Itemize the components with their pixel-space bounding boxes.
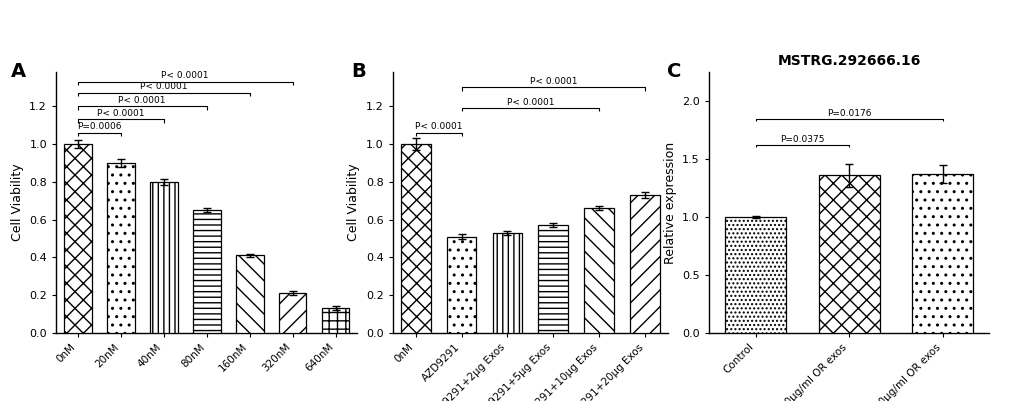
Text: P=0.0176: P=0.0176: [826, 109, 870, 117]
Bar: [584, 208, 613, 333]
Bar: [630, 195, 659, 333]
Bar: [107, 163, 135, 333]
Text: P< 0.0001: P< 0.0001: [97, 109, 144, 118]
Bar: [446, 237, 476, 333]
Bar: [400, 144, 430, 333]
Bar: [492, 233, 522, 333]
Text: P< 0.0001: P< 0.0001: [506, 97, 553, 107]
Bar: [235, 255, 263, 333]
Bar: [911, 174, 972, 333]
Text: P< 0.0001: P< 0.0001: [415, 122, 462, 131]
Bar: [321, 308, 350, 333]
Bar: [818, 175, 878, 333]
Text: A: A: [11, 62, 26, 81]
Bar: [150, 182, 177, 333]
Text: P=0.0006: P=0.0006: [76, 122, 121, 131]
Y-axis label: Relative expression: Relative expression: [663, 142, 676, 263]
Text: C: C: [666, 62, 681, 81]
Bar: [538, 225, 568, 333]
Text: P< 0.0001: P< 0.0001: [118, 96, 166, 105]
Text: B: B: [352, 62, 366, 81]
Bar: [278, 293, 306, 333]
Bar: [193, 210, 220, 333]
Bar: [725, 217, 786, 333]
Bar: [63, 144, 92, 333]
Text: P=0.0375: P=0.0375: [780, 135, 823, 144]
Text: P< 0.0001: P< 0.0001: [161, 71, 209, 80]
Title: MSTRG.292666.16: MSTRG.292666.16: [776, 54, 920, 68]
Text: P< 0.0001: P< 0.0001: [140, 83, 187, 91]
Y-axis label: Cell Viability: Cell Viability: [11, 164, 23, 241]
Text: P< 0.0001: P< 0.0001: [529, 77, 577, 86]
Y-axis label: Cell Viability: Cell Viability: [347, 164, 360, 241]
